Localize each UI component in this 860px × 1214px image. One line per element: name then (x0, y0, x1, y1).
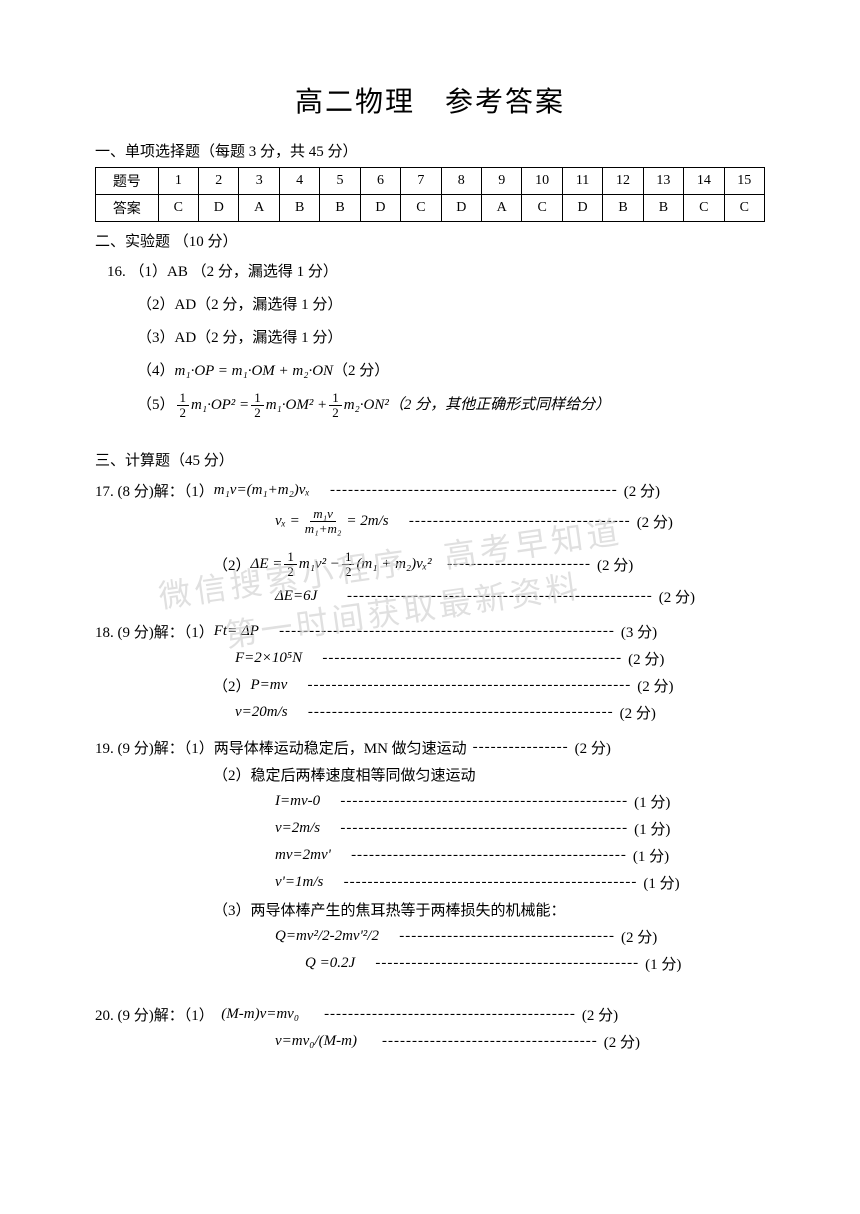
table-row: 答案 C D A B B D C D A C D B B C C (96, 195, 765, 222)
section1-header: 一、单项选择题（每题 3 分，共 45 分） (95, 140, 765, 161)
q19: 19. (9 分)解：（1）两导体棒运动稳定后，MN 做匀速运动 -------… (95, 737, 765, 974)
q18: 18. (9 分)解：（1） Ft= ΔP ------------------… (95, 621, 765, 723)
q16-1: 16. （1）AB （2 分，漏选得 1 分） (107, 259, 765, 286)
section3-header: 三、计算题（45 分） (95, 449, 765, 470)
table-row: 题号 1 2 3 4 5 6 7 8 9 10 11 12 13 14 15 (96, 168, 765, 195)
answer-table: 题号 1 2 3 4 5 6 7 8 9 10 11 12 13 14 15 答… (95, 167, 765, 222)
q16-4: （4） m₁·OP = m₁·OM + m₂·ON （2 分） (137, 358, 765, 385)
q16-3: （3）AD（2 分，漏选得 1 分） (137, 325, 765, 352)
q17: 17. (8 分)解：（1） m₁v=(m₁+m₂)vₓ -----------… (95, 480, 765, 607)
row-label: 题号 (96, 168, 159, 195)
q16-2: （2）AD（2 分，漏选得 1 分） (137, 292, 765, 319)
ans-label: 答案 (96, 195, 159, 222)
document-title: 高二物理 参考答案 (95, 80, 765, 120)
section2-header: 二、实验题 （10 分） (95, 230, 765, 251)
q20: 20. (9 分)解：（1） (M-m)v=mv₀ --------------… (95, 1004, 765, 1052)
q16-5: （5） 12 m₁·OP² = 12 m₁·OM² + 12 m₂·ON²（2 … (137, 391, 765, 421)
